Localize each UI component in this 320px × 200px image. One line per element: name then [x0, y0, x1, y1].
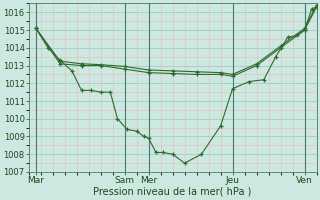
- X-axis label: Pression niveau de la mer( hPa ): Pression niveau de la mer( hPa ): [93, 187, 252, 197]
